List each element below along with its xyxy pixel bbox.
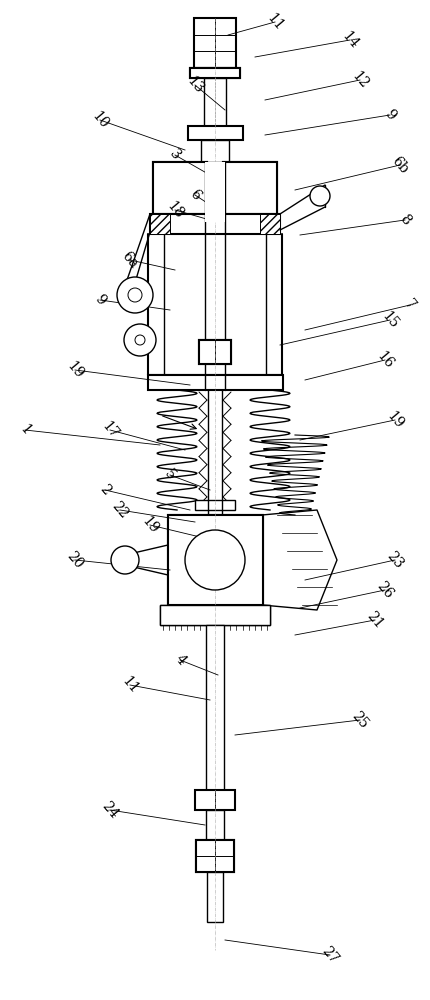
- Bar: [199, 340, 231, 364]
- Bar: [206, 625, 224, 790]
- Text: 9: 9: [92, 292, 108, 308]
- Circle shape: [117, 277, 153, 313]
- Bar: [190, 68, 240, 78]
- Bar: [153, 162, 207, 214]
- Text: 21: 21: [364, 609, 386, 631]
- Text: 19: 19: [139, 514, 161, 536]
- Text: 26: 26: [374, 579, 396, 601]
- Bar: [199, 340, 231, 364]
- Bar: [204, 78, 226, 126]
- Bar: [148, 375, 283, 390]
- Text: 18: 18: [164, 199, 186, 221]
- Bar: [160, 605, 270, 625]
- Text: 9: 9: [382, 107, 398, 123]
- Text: 19: 19: [384, 409, 406, 431]
- Bar: [168, 515, 263, 533]
- Bar: [150, 214, 280, 234]
- Bar: [190, 68, 240, 78]
- Bar: [188, 126, 243, 140]
- Bar: [168, 515, 263, 605]
- Text: 13: 13: [184, 74, 206, 96]
- Bar: [196, 840, 234, 872]
- Text: 10: 10: [89, 109, 111, 131]
- Text: 11: 11: [119, 674, 141, 696]
- Bar: [199, 340, 215, 364]
- Bar: [160, 605, 270, 625]
- Bar: [242, 515, 262, 605]
- Bar: [223, 162, 277, 214]
- Text: 5: 5: [162, 467, 178, 483]
- Text: 8: 8: [397, 212, 413, 228]
- Bar: [207, 162, 223, 214]
- Text: 17: 17: [99, 419, 121, 441]
- Bar: [205, 162, 225, 222]
- Bar: [148, 375, 283, 390]
- Bar: [195, 790, 235, 810]
- Text: 6b: 6b: [389, 154, 411, 176]
- Bar: [195, 500, 235, 510]
- Bar: [150, 214, 280, 234]
- Bar: [168, 587, 263, 605]
- Text: 16: 16: [374, 349, 396, 371]
- Text: 4: 4: [172, 652, 188, 668]
- Bar: [160, 605, 270, 625]
- Bar: [207, 872, 223, 922]
- Text: 2: 2: [97, 482, 113, 498]
- Bar: [260, 214, 280, 234]
- Circle shape: [310, 186, 330, 206]
- Text: 6: 6: [187, 187, 203, 203]
- Bar: [188, 126, 243, 140]
- Text: 25: 25: [349, 709, 371, 731]
- Circle shape: [128, 288, 142, 302]
- Bar: [196, 840, 234, 872]
- Circle shape: [185, 530, 245, 590]
- Bar: [190, 68, 240, 78]
- Bar: [223, 162, 277, 214]
- Text: 15: 15: [379, 309, 401, 331]
- Text: 23: 23: [384, 549, 406, 571]
- Text: 3: 3: [167, 147, 183, 163]
- Text: 6a: 6a: [119, 249, 141, 271]
- Text: 14: 14: [339, 29, 361, 51]
- Text: 12: 12: [349, 69, 371, 91]
- Bar: [153, 162, 207, 214]
- Bar: [168, 515, 263, 605]
- Text: 19: 19: [64, 359, 86, 381]
- Circle shape: [135, 335, 145, 345]
- Text: 11: 11: [264, 11, 286, 33]
- Bar: [195, 790, 235, 810]
- Bar: [196, 840, 234, 872]
- Bar: [168, 515, 188, 605]
- Bar: [150, 214, 170, 234]
- Text: 27: 27: [319, 944, 341, 966]
- Bar: [201, 140, 229, 162]
- Text: 24: 24: [99, 799, 121, 821]
- Bar: [194, 18, 236, 68]
- Bar: [206, 810, 224, 840]
- Circle shape: [124, 324, 156, 356]
- Text: 20: 20: [64, 549, 86, 571]
- Text: 1: 1: [17, 422, 33, 438]
- Circle shape: [111, 546, 139, 574]
- Text: 7: 7: [402, 297, 418, 313]
- Text: 22: 22: [109, 499, 131, 521]
